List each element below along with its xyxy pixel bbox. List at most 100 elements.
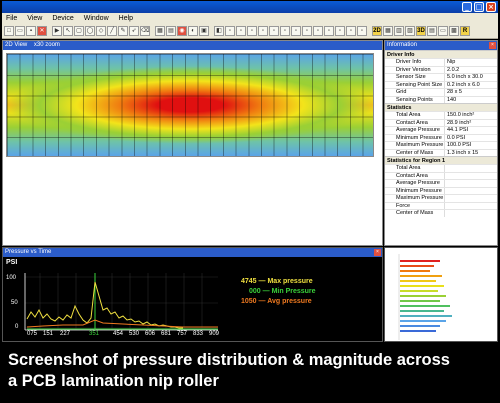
open-folder-icon[interactable]: ▭	[15, 26, 25, 36]
cursor-icon[interactable]: ➶	[129, 26, 139, 36]
info-row: Maximum Pressure 100.0 PSI	[385, 141, 497, 149]
info-key: Total Area	[385, 112, 445, 119]
color-map-icon[interactable]: ◉	[177, 26, 187, 36]
close-button[interactable]: ×	[486, 2, 496, 12]
frame-icon-10[interactable]: ▫	[313, 26, 323, 36]
frame-prev-icon[interactable]: ◧	[214, 26, 224, 36]
x-tick-label: 606	[145, 331, 156, 337]
min-pressure-label: Min Pressure	[271, 288, 316, 295]
frame-icon-2[interactable]: ▫	[225, 26, 235, 36]
play-icon[interactable]: ▶	[52, 26, 62, 36]
palette-icon[interactable]: ◐	[188, 26, 198, 36]
menu-device[interactable]: Device	[52, 15, 74, 22]
info-key: Minimum Pressure	[385, 187, 445, 194]
x-tick-label: 075	[27, 331, 38, 337]
info-row: Driver Info Nip	[385, 58, 497, 66]
draw-tool-icon[interactable]: ✎	[118, 26, 128, 36]
zoom-level: x30 zoom	[33, 42, 60, 48]
info-value	[445, 173, 497, 180]
close-icon[interactable]: ×	[374, 249, 381, 256]
info-row: Sensing Points 140	[385, 95, 497, 103]
polygon-icon[interactable]: ◇	[96, 26, 106, 36]
info-value	[445, 180, 497, 187]
info-key: Maximum Pressure	[385, 142, 445, 149]
info-key: Minimum Pressure	[385, 134, 445, 141]
frame-icon-12[interactable]: ▫	[335, 26, 345, 36]
info-key: Average Pressure	[385, 180, 445, 187]
caption-line-2: a PCB lamination nip roller	[8, 372, 219, 390]
x-tick-label: 227	[60, 331, 71, 337]
x-tick-label-selected: 351	[89, 331, 100, 337]
frame-icon-13[interactable]: ▫	[346, 26, 356, 36]
lasso-icon[interactable]: ◯	[85, 26, 95, 36]
avg-pressure-line	[26, 319, 218, 328]
minimize-button[interactable]: _	[462, 2, 472, 12]
frame-icon-11[interactable]: ▫	[324, 26, 334, 36]
info-section-header[interactable]: Driver Info	[385, 50, 497, 58]
contour-icon[interactable]: ▦	[383, 26, 393, 36]
info-value: 28 x 5	[447, 89, 462, 95]
pressure-histogram-panel	[384, 247, 498, 342]
toolbar: □ ▭ ▪ ✕ ▶ ↖ ▢ ◯ ◇ ╱ ✎ ➶ ⌫ ▦ ▤ ◉ ◐ ▣ ◧ ▫ …	[2, 24, 498, 39]
cube-view-icon[interactable]: ▨	[405, 26, 415, 36]
frame-icon-6[interactable]: ▫	[269, 26, 279, 36]
frame-icon[interactable]: ▣	[199, 26, 209, 36]
frame-icon-4[interactable]: ▫	[247, 26, 257, 36]
info-row: Driver Version 2.0.2	[385, 65, 497, 73]
grid-icon[interactable]: ▦	[155, 26, 165, 36]
frame-icon-8[interactable]: ▫	[291, 26, 301, 36]
line-tool-icon[interactable]: ╱	[107, 26, 117, 36]
x-tick-label: 909	[209, 331, 220, 337]
menu-bar: File View Device Window Help	[2, 13, 498, 24]
info-key: Contact Area	[385, 119, 445, 126]
eraser-icon[interactable]: ⌫	[140, 26, 150, 36]
info-section-header[interactable]: Statistics for Region 1	[385, 156, 497, 164]
frame-icon-7[interactable]: ▫	[280, 26, 290, 36]
info-row: Contact Area	[385, 171, 497, 180]
pressure-time-title: Pressure vs Time ×	[3, 248, 382, 257]
pointer-icon[interactable]: ↖	[63, 26, 73, 36]
info-section-header[interactable]: Statistics	[385, 103, 497, 111]
view-2d-icon[interactable]: 2D	[372, 26, 382, 36]
legend-max-pressure: 4745 — Max pressure	[241, 278, 313, 285]
min-pressure-value: 000	[249, 288, 261, 295]
report-icon[interactable]: R	[460, 26, 470, 36]
info-row: Minimum Pressure	[385, 186, 497, 194]
new-icon[interactable]: □	[4, 26, 14, 36]
pressure-time-plot[interactable]	[3, 248, 384, 343]
info-value: Nip	[447, 59, 456, 65]
info-value: 0.0 PSI	[447, 134, 466, 141]
menu-file[interactable]: File	[6, 15, 18, 22]
info-row: Total Area	[385, 164, 497, 172]
info-key: Sensing Point Size	[385, 81, 445, 88]
menu-help[interactable]: Help	[118, 15, 134, 22]
pressure-heatmap[interactable]	[6, 53, 374, 157]
pressure-time-title-text: Pressure vs Time	[5, 249, 52, 255]
frame-icon-14[interactable]: ▫	[357, 26, 367, 36]
rect-select-icon[interactable]: ▢	[74, 26, 84, 36]
stop-icon[interactable]: ✕	[37, 26, 47, 36]
menu-window[interactable]: Window	[83, 15, 109, 22]
histogram-bars	[400, 260, 452, 332]
bar-view-icon[interactable]: ▥	[394, 26, 404, 36]
close-icon[interactable]: ×	[489, 42, 496, 49]
info-row: Minimum Pressure 0.0 PSI	[385, 133, 497, 141]
frame-icon-9[interactable]: ▫	[302, 26, 312, 36]
x-tick-label: 757	[177, 331, 188, 337]
caption: Screenshot of pressure distribution & ma…	[8, 350, 498, 392]
info-value: 5.0 inch x 30.0	[447, 74, 483, 80]
info-value: 1.3 inch x 15	[447, 149, 479, 156]
y-tick-label: 50	[11, 300, 18, 306]
table-icon[interactable]: ▤	[166, 26, 176, 36]
frame-icon-3[interactable]: ▫	[236, 26, 246, 36]
window-view-icon[interactable]: ▭	[438, 26, 448, 36]
chart-view-icon[interactable]: ▤	[427, 26, 437, 36]
view-2d-title: 2D View x30 zoom	[3, 41, 382, 50]
frame-icon-5[interactable]: ▫	[258, 26, 268, 36]
maximize-button[interactable]: □	[474, 2, 484, 12]
info-value: 100.0 PSI	[447, 142, 472, 148]
menu-view[interactable]: View	[27, 15, 43, 22]
save-icon[interactable]: ▪	[26, 26, 36, 36]
view-3d-icon[interactable]: 3D	[416, 26, 426, 36]
layout-view-icon[interactable]: ▩	[449, 26, 459, 36]
